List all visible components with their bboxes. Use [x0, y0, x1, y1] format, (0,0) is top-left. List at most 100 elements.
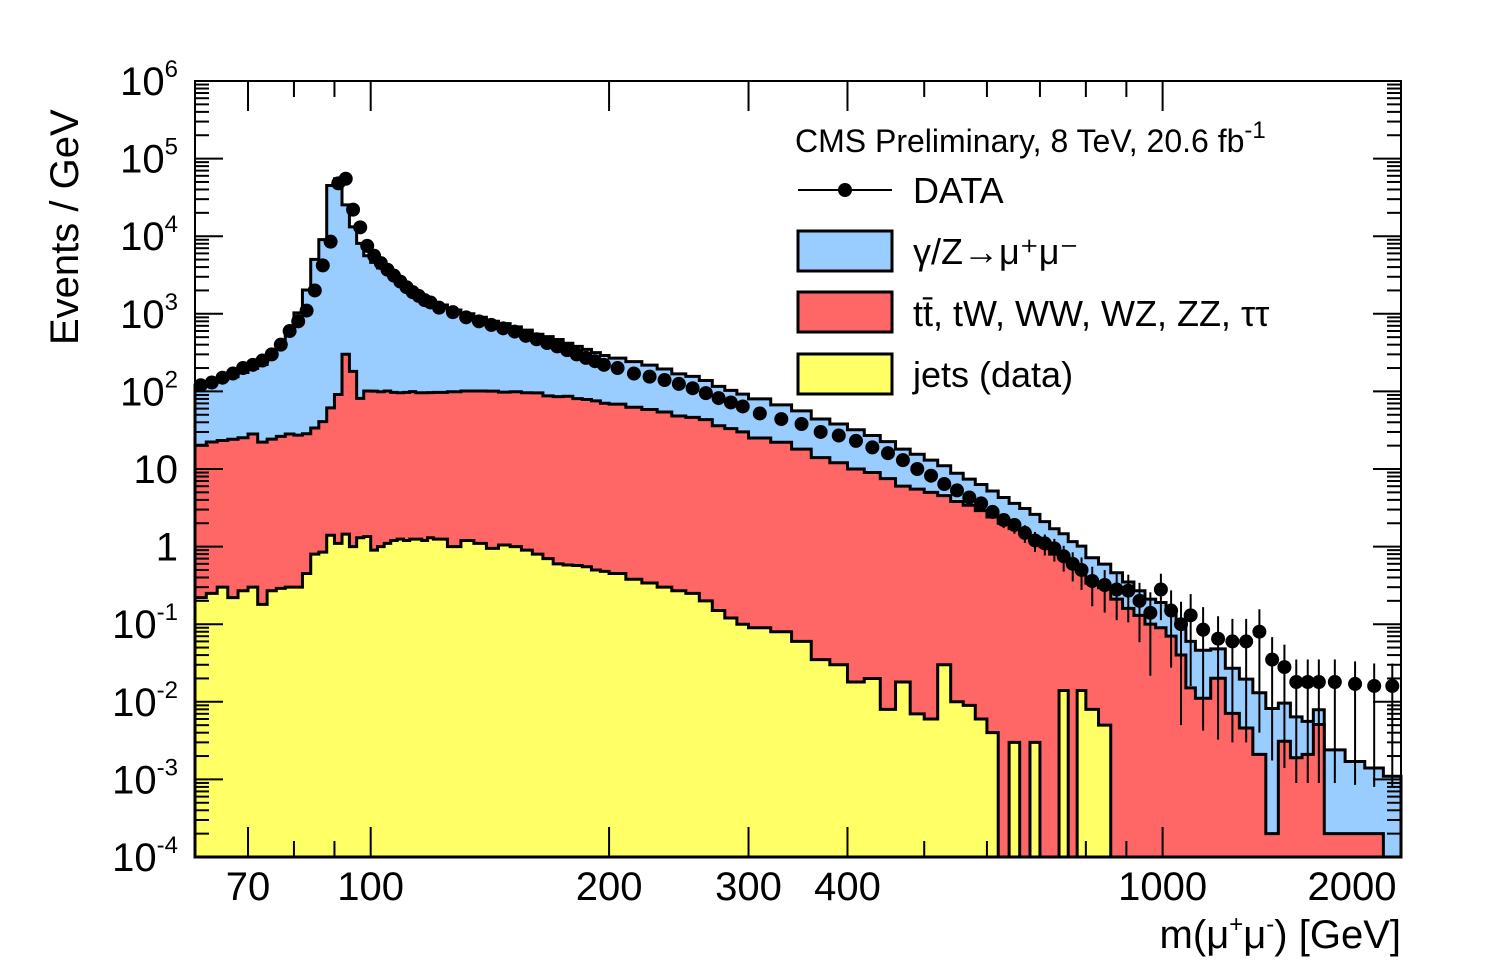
- data-point: [518, 328, 533, 343]
- data-point: [323, 234, 338, 249]
- x-tick-label: 1000: [1118, 865, 1207, 909]
- data-point: [1265, 652, 1280, 667]
- x-axis-title: m(μ+μ-) [GeV]: [1160, 911, 1401, 957]
- data-point: [1085, 574, 1100, 589]
- data-point: [1239, 634, 1254, 649]
- data-point: [937, 477, 952, 492]
- data-point: [1143, 605, 1158, 620]
- data-point: [299, 303, 314, 318]
- data-point: [1385, 678, 1400, 693]
- data-point: [360, 238, 375, 253]
- y-tick-label: 102: [120, 366, 178, 414]
- data-point: [865, 440, 880, 455]
- data-point: [974, 496, 989, 511]
- data-point: [471, 314, 486, 329]
- data-point: [671, 376, 686, 391]
- data-point: [1348, 676, 1363, 691]
- legend-entry-ttbar: tt̄, tW, WW, WZ, ZZ, ττ: [796, 290, 1269, 334]
- data-point: [642, 369, 657, 384]
- y-tick-label: 103: [120, 289, 178, 337]
- data-point: [794, 417, 809, 432]
- y-tick-label: 104: [120, 211, 178, 259]
- data-point: [315, 258, 330, 273]
- data-point: [1097, 578, 1112, 593]
- data-point: [610, 361, 625, 376]
- data-point: [596, 357, 611, 372]
- data-point: [307, 283, 322, 298]
- y-tick-label: 106: [120, 56, 178, 104]
- data-point: [496, 321, 511, 336]
- data-point: [880, 446, 895, 461]
- data-point: [1196, 622, 1211, 637]
- data-point: [1327, 674, 1342, 689]
- y-tick-label: 10-2: [112, 677, 178, 725]
- data-point: [1183, 608, 1198, 623]
- y-tick-label: 10-1: [112, 599, 178, 647]
- legend-label-jets: jets (data): [912, 354, 1073, 395]
- x-tick-label: 2000: [1308, 865, 1397, 909]
- x-tick-label: 300: [715, 865, 782, 909]
- x-tick-label: 70: [226, 865, 271, 909]
- stacked-histogram: [193, 177, 1403, 859]
- data-point: [831, 428, 846, 443]
- y-tick-label: 10: [134, 448, 179, 492]
- legend-entry-dy: γ/Z→μ⁺μ⁻: [796, 229, 1078, 273]
- data-point: [353, 220, 368, 235]
- data-point: [1121, 583, 1136, 598]
- data-point: [273, 337, 288, 352]
- data-points: [193, 171, 1400, 787]
- y-tick-label: 10-4: [112, 832, 178, 880]
- data-point: [910, 462, 925, 476]
- y-tick-labels: 10-4 10-3 10-2 10-1 1 10 102 103 104 105 106: [112, 56, 178, 880]
- data-point: [723, 395, 738, 410]
- data-point: [459, 310, 474, 325]
- data-point: [291, 314, 306, 329]
- data-point: [1047, 541, 1062, 556]
- axis-ticks: [194, 80, 1402, 858]
- legend-entry-jets: jets (data): [796, 352, 1073, 396]
- y-tick-label: 10-3: [112, 754, 178, 802]
- x-tick-labels: 70 100 200 300 400 1000 2000: [226, 865, 1397, 909]
- data-point: [1225, 634, 1240, 649]
- data-point: [949, 483, 964, 498]
- legend-entry-data: DATA: [798, 170, 1004, 211]
- plot-header: CMS Preliminary, 8 TeV, 20.6 fb-1: [795, 117, 1266, 159]
- data-point: [1109, 582, 1124, 597]
- data-point: [445, 305, 460, 320]
- series-area: [193, 532, 1401, 859]
- data-point: [338, 171, 353, 186]
- x-tick-label: 400: [814, 865, 881, 909]
- x-tick-label: 100: [337, 865, 404, 909]
- data-point: [1174, 617, 1189, 632]
- data-point: [1367, 678, 1382, 693]
- data-point: [1074, 562, 1089, 577]
- data-point: [985, 504, 1000, 519]
- data-point: [774, 412, 789, 427]
- data-point: [507, 324, 522, 339]
- data-point: [752, 406, 767, 421]
- data-point: [346, 202, 361, 217]
- legend: DATA γ/Z→μ⁺μ⁻ tt̄, tW, WW, WZ, ZZ, ττ je…: [796, 170, 1269, 396]
- data-point: [1211, 631, 1226, 646]
- data-point: [813, 424, 828, 439]
- y-tick-label: 1: [156, 526, 178, 570]
- y-tick-label: 105: [120, 134, 178, 182]
- data-point: [1277, 660, 1292, 675]
- data-point: [735, 399, 750, 414]
- data-point: [924, 468, 939, 483]
- data-point: [1311, 674, 1326, 689]
- data-point: [193, 378, 208, 393]
- data-point: [282, 324, 297, 339]
- data-point: [1289, 674, 1304, 689]
- data-point: [1132, 593, 1147, 608]
- data-point: [626, 366, 641, 381]
- data-point: [962, 490, 977, 505]
- data-point: [1164, 603, 1179, 618]
- data-point: [711, 391, 726, 406]
- data-point: [432, 300, 447, 315]
- y-axis-title: Events / GeV: [43, 109, 87, 345]
- data-point: [264, 347, 279, 362]
- data-point: [698, 386, 713, 401]
- data-point: [848, 433, 863, 448]
